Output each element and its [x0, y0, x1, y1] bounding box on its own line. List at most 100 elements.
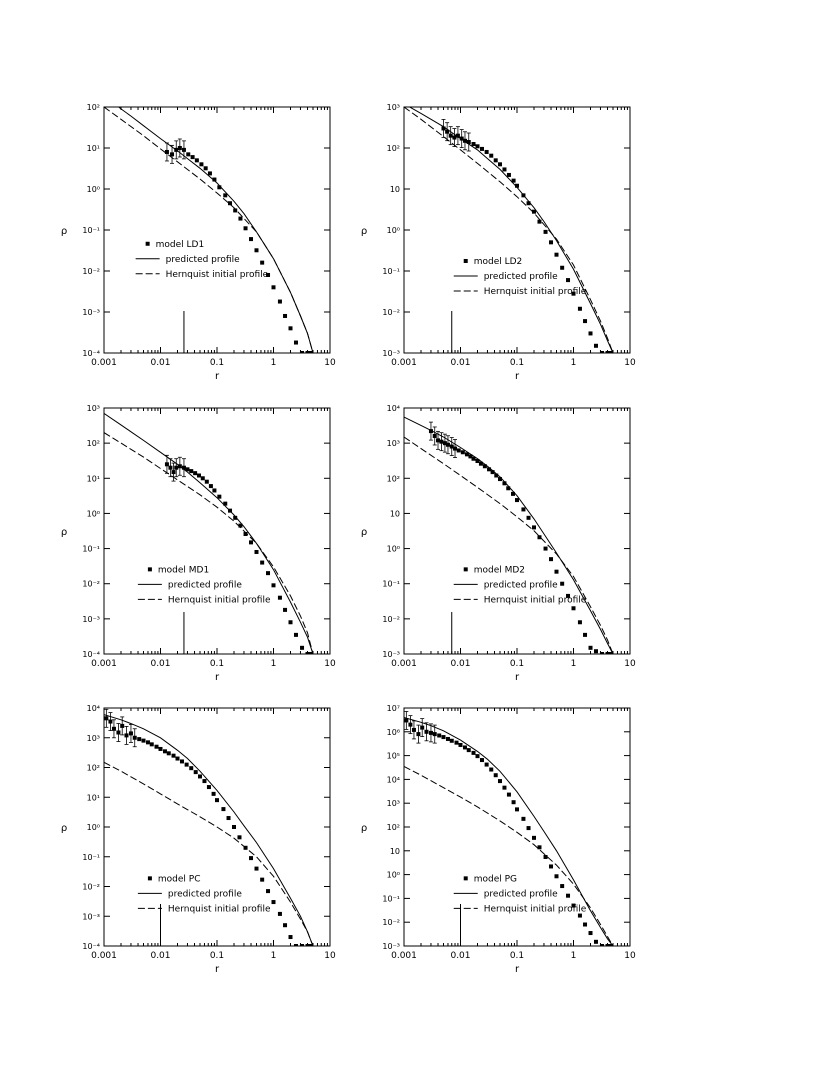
data-point	[593, 343, 598, 348]
y-tick-label: 10⁻⁴	[82, 942, 100, 951]
data-point	[181, 465, 186, 470]
data-point	[502, 167, 507, 172]
x-tick-label: 1	[571, 951, 577, 961]
data-point	[479, 758, 484, 763]
y-tick-label: 10⁻³	[382, 942, 400, 951]
y-tick-label: 10⁻³	[82, 308, 100, 317]
data-point	[506, 792, 511, 797]
data-point	[490, 470, 495, 475]
data-point	[243, 531, 248, 536]
predicted-line	[104, 714, 314, 946]
data-point	[300, 944, 305, 946]
y-tick-label: 10⁴	[387, 404, 400, 413]
data-point	[300, 645, 305, 650]
data-point	[184, 762, 189, 767]
data-point	[526, 515, 531, 520]
x-axis-label: r	[515, 964, 520, 975]
data-point	[456, 448, 461, 453]
y-tick-label: 10²	[87, 103, 100, 112]
data-point	[305, 652, 310, 654]
data-point	[532, 525, 537, 530]
data-point	[441, 735, 446, 740]
x-axis-label: r	[215, 371, 220, 382]
legend-predicted: predicted profile	[168, 580, 242, 590]
data-point	[462, 138, 467, 143]
data-point	[493, 773, 498, 778]
data-point	[308, 944, 313, 946]
data-point	[441, 126, 446, 131]
data-point	[460, 450, 465, 455]
data-point	[168, 465, 173, 470]
x-tick-label: 0.1	[210, 358, 224, 368]
legend-model: model LD1	[156, 240, 205, 250]
data-point	[462, 745, 467, 750]
data-point	[466, 140, 471, 145]
data-point	[420, 725, 425, 730]
data-point	[266, 889, 271, 894]
data-point	[217, 185, 222, 190]
x-axis-label: r	[515, 672, 520, 683]
data-point	[174, 465, 179, 470]
data-point	[203, 166, 208, 171]
x-tick-label: 0.001	[91, 659, 117, 669]
data-point	[293, 340, 298, 345]
y-axis-label: ρ	[361, 527, 367, 538]
data-point	[207, 171, 212, 176]
x-tick-label: 10	[324, 951, 336, 961]
data-point	[506, 486, 511, 491]
legend-model: model LD2	[474, 257, 523, 267]
data-point	[249, 237, 254, 242]
data-point	[177, 146, 182, 150]
data-point	[532, 835, 537, 840]
plot-frame	[103, 407, 331, 655]
predicted-line	[404, 717, 614, 946]
data-point	[566, 278, 571, 283]
plot-frame	[103, 106, 331, 354]
data-point	[549, 240, 554, 245]
data-point	[497, 779, 502, 784]
x-tick-label: 1	[271, 358, 277, 368]
data-point	[453, 446, 458, 451]
y-tick-label: 10³	[387, 439, 400, 448]
data-point	[288, 326, 293, 331]
x-tick-label: 0.001	[391, 358, 417, 368]
data-point	[277, 595, 282, 600]
data-point	[108, 719, 113, 724]
data-point	[300, 351, 305, 353]
data-point	[484, 762, 489, 767]
data-point	[124, 733, 129, 738]
legend-point-swatch	[147, 567, 152, 572]
data-point	[475, 459, 480, 464]
data-point	[454, 740, 459, 745]
data-point	[515, 498, 519, 503]
y-tick-label: 10²	[387, 474, 400, 483]
x-tick-label: 0.1	[510, 951, 524, 961]
legend-hernquist: Hernquist initial profile	[166, 270, 269, 280]
data-point	[537, 535, 542, 540]
data-point	[170, 152, 175, 157]
data-point	[271, 285, 276, 290]
x-tick-label: 1	[271, 659, 277, 669]
data-point	[475, 144, 480, 149]
data-point	[502, 481, 507, 486]
y-axis-label: ρ	[361, 226, 367, 237]
y-tick-label: 10³	[87, 404, 100, 413]
x-tick-label: 1	[571, 358, 577, 368]
data-point	[254, 549, 259, 554]
y-tick-label: 10¹	[87, 144, 100, 153]
data-point	[260, 560, 265, 565]
data-point	[511, 491, 516, 496]
data-point	[193, 471, 198, 476]
data-point	[468, 454, 473, 459]
data-point	[212, 488, 217, 493]
x-tick-label: 0.01	[150, 951, 170, 961]
data-point	[448, 133, 453, 138]
data-point	[600, 652, 605, 654]
y-tick-label: 10⁻³	[382, 349, 400, 358]
data-point	[428, 429, 433, 434]
data-point	[179, 759, 184, 764]
legend-model: model PG	[474, 874, 517, 884]
y-axis-label: ρ	[361, 823, 367, 834]
data-point	[271, 583, 276, 588]
hernquist-line	[104, 761, 314, 946]
